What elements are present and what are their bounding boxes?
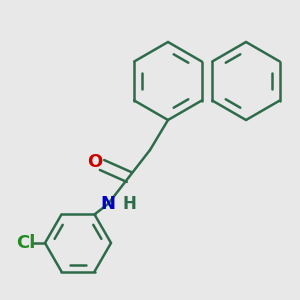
Text: O: O (87, 153, 102, 171)
Text: N: N (100, 195, 116, 213)
Text: H: H (122, 195, 136, 213)
Text: Cl: Cl (16, 234, 35, 252)
